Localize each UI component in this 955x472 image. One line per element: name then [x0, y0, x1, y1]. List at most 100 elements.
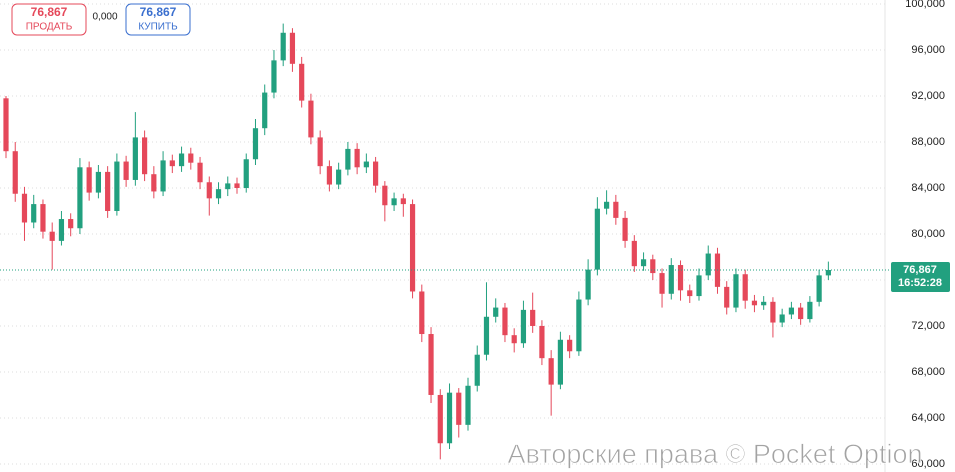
- y-tick-label: 92,000: [911, 90, 945, 102]
- candle-body: [299, 63, 305, 101]
- candle-body: [502, 307, 508, 336]
- candle-body: [373, 161, 379, 186]
- candle-body: [788, 307, 794, 315]
- candle-body: [622, 217, 628, 241]
- candle-body: [243, 159, 249, 188]
- candle-body: [12, 151, 18, 194]
- trade-panel: 76,867 ПРОДАТЬ 0,000 76,867 КУПИТЬ: [11, 3, 191, 36]
- candle-body: [613, 201, 619, 218]
- y-tick-label: 100,000: [905, 0, 945, 10]
- y-axis: 60,00064,00068,00072,00076,00080,00084,0…: [884, 0, 945, 472]
- candle-body: [437, 394, 443, 444]
- y-tick-label: 60,000: [911, 458, 945, 470]
- y-tick-label: 64,000: [911, 412, 945, 424]
- candle-body: [446, 392, 453, 444]
- candle-body: [687, 290, 693, 297]
- candle-body: [807, 301, 813, 320]
- candle-body: [530, 309, 536, 326]
- candle-body: [132, 137, 138, 180]
- candle-body: [585, 269, 591, 300]
- candle-body: [520, 309, 527, 344]
- spread: 0,000: [92, 12, 117, 23]
- buy-button[interactable]: [125, 3, 191, 36]
- candle-body: [548, 358, 554, 385]
- candle-body: [317, 137, 323, 167]
- candle-body: [188, 153, 194, 163]
- current-time-label: 16:52:28: [898, 277, 942, 289]
- candle-body: [400, 198, 406, 205]
- candle-body: [798, 307, 804, 320]
- candle-body: [382, 185, 388, 206]
- candle-body: [197, 162, 203, 183]
- candle-body: [289, 32, 296, 64]
- candle-body: [825, 270, 831, 276]
- sell-price: 76,867: [31, 5, 68, 19]
- candle-body: [3, 98, 9, 152]
- candle-body: [465, 385, 471, 425]
- candle-body: [225, 183, 231, 190]
- candle-body: [677, 265, 684, 291]
- candle-body: [483, 316, 490, 355]
- candle-body: [779, 314, 785, 323]
- candle-body: [668, 265, 674, 294]
- candle-body: [86, 167, 92, 193]
- current-price-label: 76,867: [903, 264, 937, 276]
- candle-body: [262, 92, 268, 129]
- candle-body: [567, 339, 573, 352]
- candle-body: [68, 219, 74, 229]
- candle-body: [21, 193, 28, 223]
- candle-body: [215, 189, 222, 199]
- candle-body: [271, 60, 277, 93]
- candle-body: [114, 161, 120, 211]
- current-price-box: [891, 262, 950, 293]
- candle-body: [751, 300, 758, 306]
- candle-body: [409, 204, 416, 292]
- candle-body: [178, 153, 185, 167]
- candle-body: [576, 299, 582, 352]
- candle-body: [659, 273, 665, 294]
- candle-body: [252, 128, 259, 160]
- y-tick-label: 84,000: [911, 182, 945, 194]
- candle-body: [308, 100, 314, 138]
- buy-price: 76,867: [140, 5, 177, 19]
- y-tick-label: 72,000: [911, 320, 945, 332]
- candle-body: [206, 182, 212, 199]
- candle-body: [160, 160, 166, 192]
- candle-body: [280, 32, 286, 61]
- candle-body: [345, 148, 351, 170]
- candle-body: [31, 204, 37, 223]
- candles: [3, 23, 831, 460]
- y-tick-label: 68,000: [911, 366, 945, 378]
- candle-body: [77, 167, 83, 229]
- sell-label: ПРОДАТЬ: [26, 22, 73, 33]
- candle-body: [761, 301, 767, 306]
- watermark: Авторские права © Pocket Option: [508, 439, 923, 469]
- candle-body: [58, 219, 65, 241]
- candle-body: [123, 161, 129, 180]
- candle-body: [428, 334, 434, 395]
- candle-body: [696, 275, 702, 297]
- candle-body: [539, 325, 545, 359]
- candle-body: [474, 354, 480, 386]
- candle-body: [557, 339, 563, 385]
- candle-body: [511, 335, 517, 344]
- candle-body: [40, 204, 46, 232]
- sell-button[interactable]: [11, 3, 87, 36]
- candle-body: [770, 301, 776, 323]
- candle-body: [151, 174, 157, 192]
- candle-body: [326, 166, 332, 185]
- candle-body: [363, 161, 369, 168]
- candle-body: [336, 169, 342, 185]
- buy-label: КУПИТЬ: [138, 22, 178, 33]
- candle-body: [169, 160, 175, 167]
- y-tick-label: 88,000: [911, 136, 945, 148]
- candle-body: [604, 201, 610, 209]
- candle-body: [234, 183, 240, 188]
- y-tick-label: 80,000: [911, 228, 945, 240]
- candle-body: [105, 171, 111, 211]
- candle-body: [816, 275, 822, 302]
- candle-body: [705, 253, 711, 276]
